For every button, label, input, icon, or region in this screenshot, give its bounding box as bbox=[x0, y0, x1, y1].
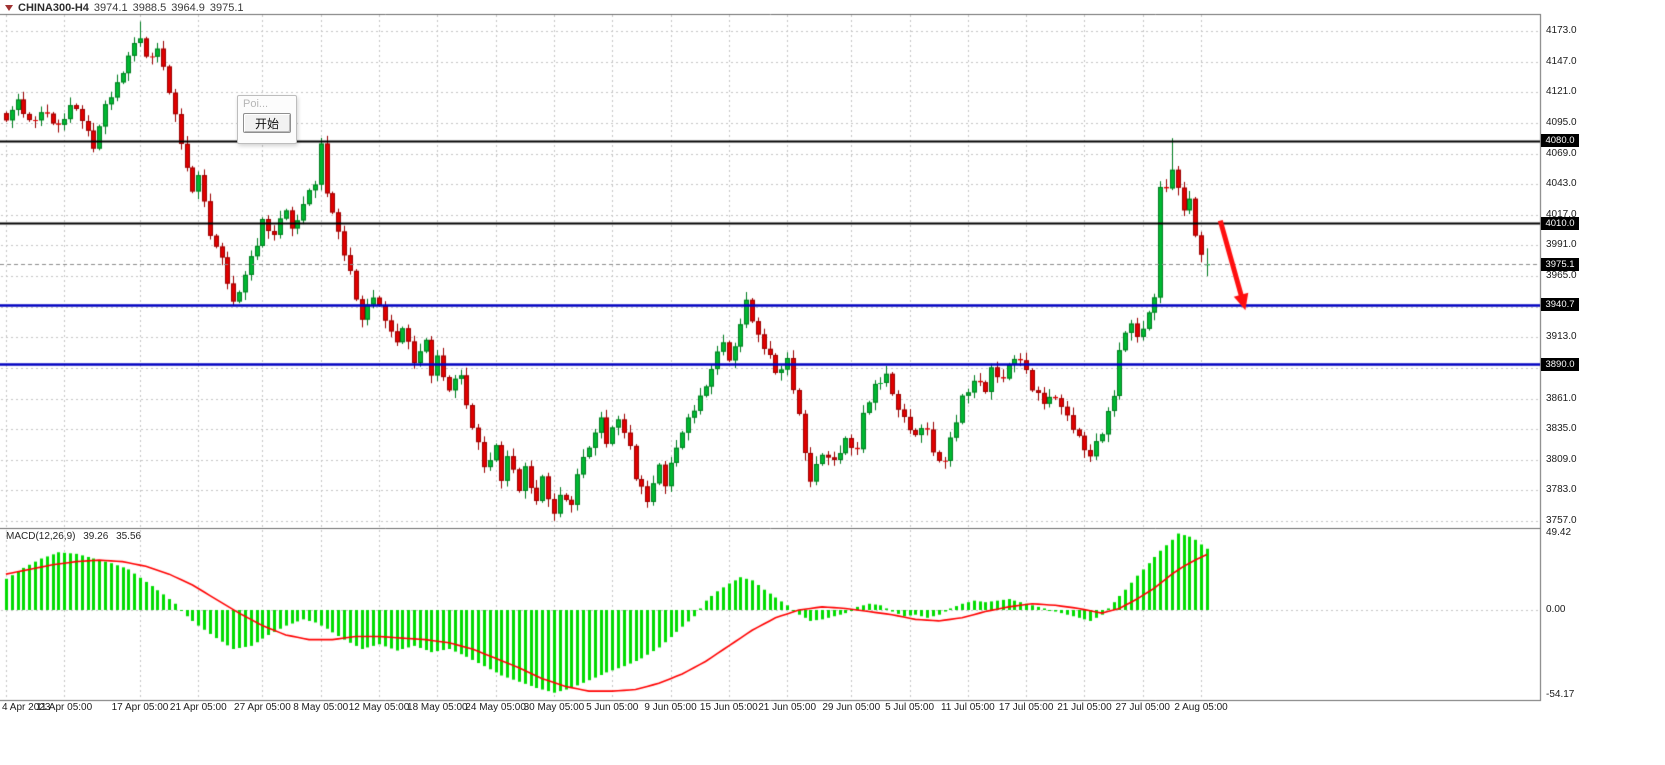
price-axis-label: 4147.0 bbox=[1546, 55, 1577, 67]
time-axis-label: 12 May 05:00 bbox=[348, 702, 410, 713]
time-axis-label: 24 May 05:00 bbox=[465, 702, 526, 713]
dialog-title[interactable]: Poi... bbox=[243, 98, 269, 110]
time-axis-label: 27 Jul 05:00 bbox=[1115, 702, 1171, 713]
price-badge: 3890.0 bbox=[1541, 357, 1579, 371]
price-axis-label: 3835.0 bbox=[1546, 423, 1577, 435]
ohlc-low: 3964.9 bbox=[171, 2, 205, 14]
time-axis-label: 17 Apr 05:00 bbox=[111, 702, 169, 713]
macd-axis-label: 0.00 bbox=[1546, 604, 1566, 615]
macd-indicator-label: MACD(12,26,9) 39.26 35.56 bbox=[6, 531, 146, 542]
symbol-dropdown-icon[interactable] bbox=[5, 5, 13, 11]
macd-value: 39.26 bbox=[83, 531, 109, 542]
time-axis-label: 9 Jun 05:00 bbox=[644, 702, 697, 713]
time-axis-label: 21 Jul 05:00 bbox=[1057, 702, 1112, 713]
price-badge: 3975.1 bbox=[1541, 257, 1579, 271]
price-axis-label: 4069.0 bbox=[1546, 147, 1577, 159]
price-axis-label: 3913.0 bbox=[1546, 331, 1577, 343]
price-badge: 3940.7 bbox=[1541, 298, 1579, 312]
time-axis-label: 11 Jul 05:00 bbox=[940, 702, 995, 713]
time-axis-label: 27 Apr 05:00 bbox=[234, 702, 291, 713]
time-axis-label: 29 Jun 05:00 bbox=[822, 702, 881, 713]
price-axis-label: 3991.0 bbox=[1546, 239, 1577, 251]
price-axis-label: 4121.0 bbox=[1546, 86, 1577, 98]
time-axis-label: 11 Apr 05:00 bbox=[36, 702, 93, 713]
time-axis-label: 17 Jul 05:00 bbox=[998, 702, 1054, 713]
time-axis-label: 4 Apr 2023 bbox=[2, 702, 51, 713]
time-axis-label: 15 Jun 05:00 bbox=[699, 702, 758, 713]
start-button[interactable]: 开始 bbox=[243, 113, 291, 133]
price-axis-label: 4043.0 bbox=[1546, 178, 1577, 190]
time-axis-label: 21 Apr 05:00 bbox=[169, 702, 227, 713]
time-axis-label: 5 Jul 05:00 bbox=[885, 702, 935, 713]
time-axis-label: 2 Aug 05:00 bbox=[1174, 702, 1228, 713]
time-axis-label: 21 Jun 05:00 bbox=[758, 702, 817, 713]
symbol-label: CHINA300-H4 bbox=[18, 2, 89, 14]
chart-header: CHINA300-H4 3974.1 3988.5 3964.9 3975.1 bbox=[5, 2, 244, 14]
price-axis-label: 3757.0 bbox=[1546, 515, 1577, 527]
macd-name: MACD(12,26,9) bbox=[6, 531, 76, 542]
price-badge: 4010.0 bbox=[1541, 216, 1579, 230]
price-axis-label: 3965.0 bbox=[1546, 270, 1577, 282]
time-axis-label: 8 May 05:00 bbox=[293, 702, 349, 713]
price-axis-label: 3861.0 bbox=[1546, 392, 1577, 404]
price-axis-label: 4017.0 bbox=[1546, 208, 1577, 220]
ohlc-close: 3975.1 bbox=[209, 2, 244, 14]
price-axis-label: 4173.0 bbox=[1546, 25, 1577, 36]
macd-axis-label: 49.42 bbox=[1546, 526, 1572, 538]
time-axis-label: 5 Jun 05:00 bbox=[586, 702, 639, 713]
price-axis-label: 3783.0 bbox=[1546, 484, 1577, 496]
macd-signal-value: 35.56 bbox=[116, 531, 142, 542]
time-axis-label: 18 May 05:00 bbox=[407, 702, 468, 713]
macd-axis-label: -54.17 bbox=[1546, 688, 1575, 700]
ohlc-high: 3988.5 bbox=[132, 2, 167, 14]
price-axis-label: 3809.0 bbox=[1546, 453, 1577, 465]
price-axis-label: 4095.0 bbox=[1546, 116, 1577, 128]
ohlc-open: 3974.1 bbox=[93, 2, 128, 14]
time-axis-label: 30 May 05:00 bbox=[523, 702, 585, 713]
price-badge: 4080.0 bbox=[1541, 134, 1579, 148]
script-dialog[interactable]: Poi... 开始 bbox=[237, 95, 297, 144]
